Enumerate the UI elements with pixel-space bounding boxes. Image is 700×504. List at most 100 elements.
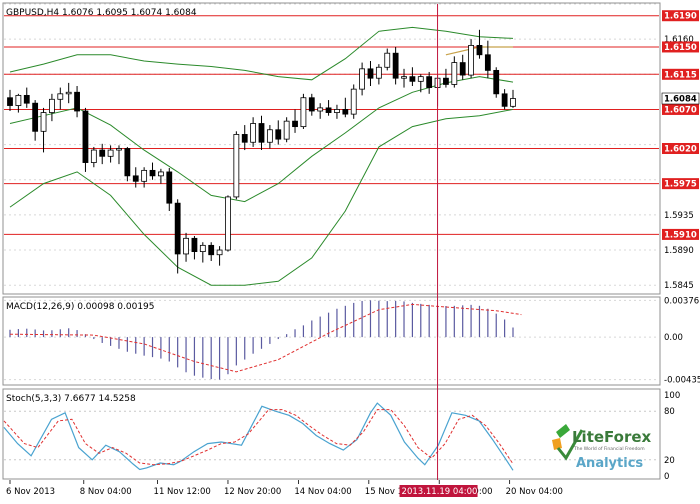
time-tick-label: 12 Nov 20:00 — [224, 487, 281, 497]
price-levels — [4, 15, 659, 235]
time-tick-label: 14 Nov 04:00 — [294, 487, 351, 497]
candle — [90, 146, 97, 168]
candle-body — [166, 171, 173, 204]
candle-body — [451, 62, 458, 85]
candle — [225, 195, 231, 252]
candle-body — [401, 76, 407, 79]
candle-body — [116, 148, 122, 151]
macd-tick-label: -0.00435 — [664, 376, 700, 386]
price-tick-label: 1.5890 — [664, 246, 694, 256]
candle-body — [233, 134, 240, 198]
candle-body — [199, 244, 206, 253]
candle-body — [82, 110, 89, 163]
candle-body — [49, 98, 55, 113]
price-axis: 1.5845 1.5890 1.5935 1.6160 1.6190 1.6150 1.61… — [661, 10, 700, 291]
time-tick-label: 15 Nov 12:00 — [365, 487, 422, 497]
price-tick-label: 1.5935 — [664, 211, 694, 221]
stoch-tick-label: 80 — [664, 407, 675, 417]
current-price-tag — [661, 92, 700, 105]
candle — [191, 235, 198, 260]
candle — [40, 107, 47, 153]
macd-axis: 0.00376 0.00 -0.00435 — [664, 296, 700, 385]
price-level-tag — [662, 143, 699, 154]
candle — [49, 93, 55, 122]
current-price-label: 1.6084 — [664, 95, 697, 105]
logo-mark-icon — [552, 424, 584, 461]
candle-body — [15, 94, 22, 106]
candle-body — [426, 76, 433, 88]
brand-sub: Analytics — [576, 456, 643, 471]
macd-panel: 0.00376 0.00 -0.00435 MACD(12,26,9) 0.0009… — [2, 296, 700, 386]
brand-name: LiteForex — [572, 428, 652, 446]
candle-body — [275, 129, 282, 140]
candle — [501, 89, 508, 110]
price-level-tag — [662, 178, 699, 190]
candle — [367, 61, 374, 87]
candle-body — [90, 149, 97, 163]
stoch-tick-label: 100 — [664, 391, 680, 401]
candle-body — [468, 44, 474, 76]
brand-logo: LiteForex The World of Financial Freedom… — [548, 420, 658, 476]
candle-body — [266, 129, 273, 143]
candle-body — [157, 171, 164, 177]
candle — [476, 29, 483, 59]
stoch-axis: 100 80 20 0 — [664, 391, 680, 482]
candle — [392, 46, 399, 85]
candle-body — [32, 102, 39, 132]
price-panel-frame — [2, 2, 661, 295]
candle-body — [149, 169, 156, 177]
price-panel: 1.5845 1.5890 1.5935 1.6160 1.6190 1.6150 1.61… — [2, 2, 700, 295]
price-tick-label: 1.6160 — [664, 35, 694, 45]
stoch-lines — [3, 402, 514, 471]
candle-body — [241, 134, 248, 143]
candle — [292, 109, 298, 133]
candle — [484, 40, 491, 79]
candle — [334, 104, 340, 119]
candle — [241, 125, 248, 151]
candle-body — [392, 52, 399, 79]
macd-tick-label: 0.00 — [664, 333, 683, 343]
candle — [283, 117, 290, 143]
candle-body — [334, 109, 340, 113]
macd-tick-label: 0.00376 — [664, 296, 699, 306]
candle-body — [7, 97, 13, 106]
candle — [459, 54, 466, 80]
candles — [7, 29, 516, 274]
candle — [124, 146, 131, 182]
stoch-panel-title: Stoch(5,3,3) 7.6677 14.5258 — [6, 394, 136, 404]
stoch-tick-label: 0 — [664, 472, 669, 482]
candle-body — [317, 107, 324, 112]
candle-body — [225, 196, 231, 251]
macd-bars — [9, 300, 514, 380]
candle-body — [501, 93, 508, 107]
candle-body — [359, 68, 366, 90]
bollinger-lower-line — [9, 108, 514, 286]
candle-body — [308, 97, 315, 112]
candle — [300, 93, 307, 129]
candle-body — [375, 66, 382, 79]
candle — [375, 64, 382, 85]
price-level-tag — [662, 68, 699, 80]
macd-signal — [9, 303, 522, 373]
candle — [99, 143, 106, 165]
brand-tagline: The World of Financial Freedom — [573, 446, 645, 452]
candle-body — [493, 69, 500, 95]
candle — [308, 93, 315, 116]
candle — [250, 117, 257, 147]
candle-body — [417, 76, 424, 82]
macd-signal-line — [9, 303, 522, 373]
candle-body — [292, 120, 298, 128]
time-tick-label: 20 Nov 04:00 — [506, 487, 563, 497]
candle — [325, 100, 332, 116]
bollinger-upper-line — [9, 26, 514, 81]
candle-body — [99, 149, 106, 157]
candle-body — [350, 88, 357, 115]
candle — [74, 86, 80, 118]
candle-body — [40, 112, 47, 132]
candle — [401, 68, 407, 88]
candle — [116, 145, 122, 165]
price-level-tag — [662, 10, 699, 22]
candle-body — [216, 249, 223, 256]
candle — [57, 87, 64, 110]
candle-body — [23, 94, 30, 104]
